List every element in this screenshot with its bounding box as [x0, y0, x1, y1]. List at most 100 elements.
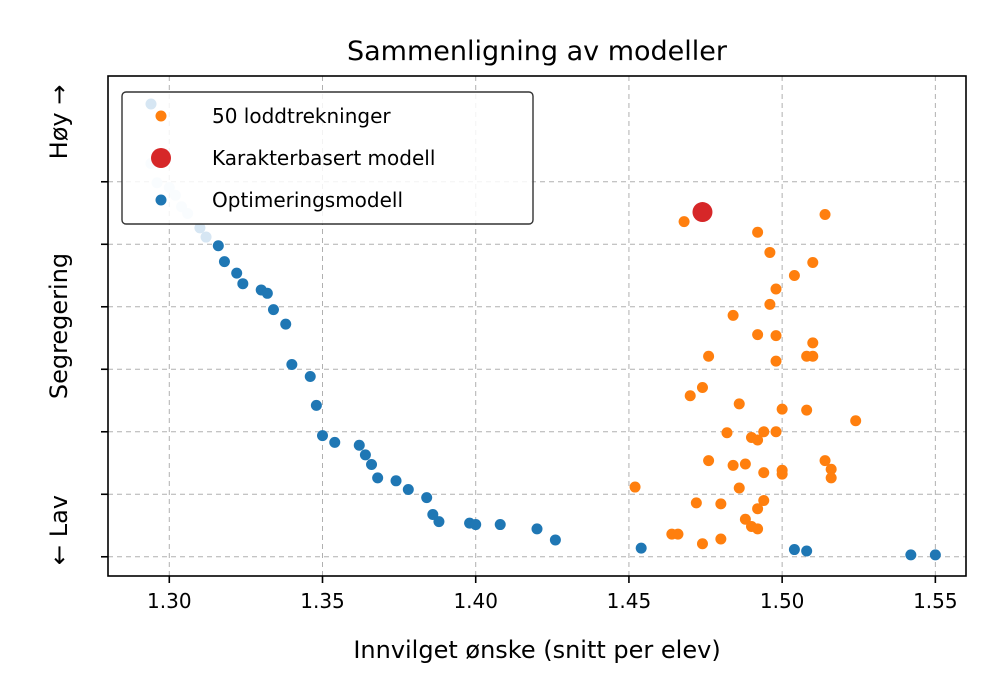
draw-point — [776, 403, 788, 415]
draw-point — [788, 270, 800, 282]
legend-label-grade-model: Karakterbasert modell — [212, 146, 435, 170]
y-axis-bottom-label: ← Lav — [45, 495, 73, 565]
optimization-point — [635, 542, 647, 554]
x-tick-label: 1.35 — [300, 589, 345, 613]
draw-point — [801, 404, 813, 416]
draw-point — [733, 398, 745, 410]
draw-point — [758, 426, 770, 438]
optimization-point — [231, 267, 243, 279]
x-tick-label: 1.45 — [607, 589, 652, 613]
optimization-point-faded — [200, 231, 212, 243]
legend-marker-draws — [155, 110, 167, 122]
legend-box — [121, 91, 534, 225]
optimization-point — [531, 523, 543, 535]
legend-marker-grade-model — [151, 148, 171, 168]
optimization-point — [788, 544, 800, 556]
optimization-point — [905, 549, 917, 561]
optimization-point — [402, 483, 414, 495]
y-axis-top-label: Høy → — [45, 85, 73, 160]
draw-point — [752, 523, 764, 535]
chart-title: Sammenligning av modeller — [347, 36, 728, 67]
axis-ticks: 1.30 1.35 1.40 1.45 1.50 1.55 — [101, 180, 958, 613]
draw-point — [807, 257, 819, 269]
draw-point — [807, 350, 819, 362]
y-axis-label: Segregering — [45, 253, 73, 399]
legend-marker-draws-faded — [145, 98, 157, 110]
optimization-point — [433, 516, 445, 528]
optimization-point — [237, 278, 249, 290]
optimization-point — [304, 370, 316, 382]
optimization-point — [212, 240, 224, 252]
optimization-point — [372, 472, 384, 484]
draw-point — [629, 481, 641, 493]
legend-marker-optimization-model — [155, 194, 167, 206]
x-tick-label: 1.55 — [913, 589, 958, 613]
grid — [108, 76, 966, 576]
optimization-point — [421, 492, 433, 504]
draw-point — [727, 459, 739, 471]
draw-point — [807, 337, 819, 349]
draw-point — [739, 513, 751, 525]
optimization-point — [317, 430, 328, 442]
draw-point — [696, 382, 708, 394]
optimization-point — [494, 519, 506, 531]
legend-label-draws: 50 loddtrekninger — [212, 104, 391, 128]
draw-point — [770, 330, 782, 342]
grade-model-point — [692, 202, 713, 223]
draw-point — [752, 503, 764, 515]
x-axis-label: Innvilget ønske (snitt per elev) — [353, 636, 720, 664]
draw-point — [703, 455, 715, 467]
draw-point — [825, 463, 837, 475]
optimization-point — [359, 449, 371, 461]
optimization-point — [286, 358, 298, 370]
draw-point — [703, 350, 715, 362]
draw-point — [825, 472, 837, 484]
draw-point — [752, 329, 764, 341]
x-tick-label: 1.30 — [147, 589, 192, 613]
draw-point — [819, 208, 831, 220]
draw-point — [752, 226, 764, 238]
draw-point — [752, 434, 764, 446]
draw-point — [678, 216, 690, 228]
optimization-point — [470, 519, 482, 531]
optimization-point — [390, 475, 402, 487]
draw-point — [739, 458, 751, 470]
optimization-point — [801, 545, 813, 557]
x-tick-label: 1.40 — [453, 589, 498, 613]
draw-point — [690, 497, 702, 509]
draw-point — [776, 468, 788, 480]
optimization-point-faded — [194, 222, 206, 234]
draw-point — [770, 283, 782, 295]
optimization-point — [310, 399, 322, 411]
optimization-point — [267, 304, 279, 316]
optimization-point — [427, 508, 439, 520]
optimization-point — [549, 534, 561, 546]
optimization-point — [261, 287, 273, 299]
legend: 50 loddtrekninger Karakterbasert modell … — [121, 91, 534, 225]
draw-point — [758, 467, 770, 479]
draw-point — [727, 309, 739, 321]
optimization-point — [329, 436, 341, 448]
optimization-point — [929, 549, 941, 561]
x-tick-label: 1.50 — [760, 589, 805, 613]
draw-point — [733, 482, 745, 494]
draw-point — [764, 298, 776, 310]
draw-point — [770, 355, 782, 367]
optimization-point — [353, 439, 365, 451]
plot-frame — [107, 75, 967, 577]
draw-point — [715, 533, 727, 545]
optimization-point — [366, 458, 378, 470]
draw-point — [770, 426, 782, 438]
draw-point — [819, 455, 831, 467]
legend-label-optimization-model: Optimeringsmodell — [212, 188, 403, 212]
draw-point — [721, 427, 733, 439]
optimization-point — [218, 256, 230, 268]
draw-point — [715, 498, 727, 510]
draw-point — [764, 246, 776, 258]
data-points — [145, 158, 941, 561]
draw-point — [850, 415, 862, 427]
optimization-point — [280, 318, 292, 330]
draw-point — [758, 495, 770, 507]
draw-point — [696, 538, 708, 550]
